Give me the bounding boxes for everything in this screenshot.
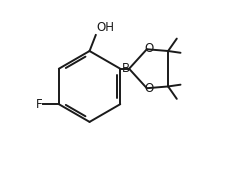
Text: O: O [145, 42, 154, 55]
Text: F: F [36, 98, 42, 111]
Text: B: B [122, 62, 130, 75]
Text: O: O [145, 82, 154, 95]
Text: OH: OH [97, 21, 115, 34]
